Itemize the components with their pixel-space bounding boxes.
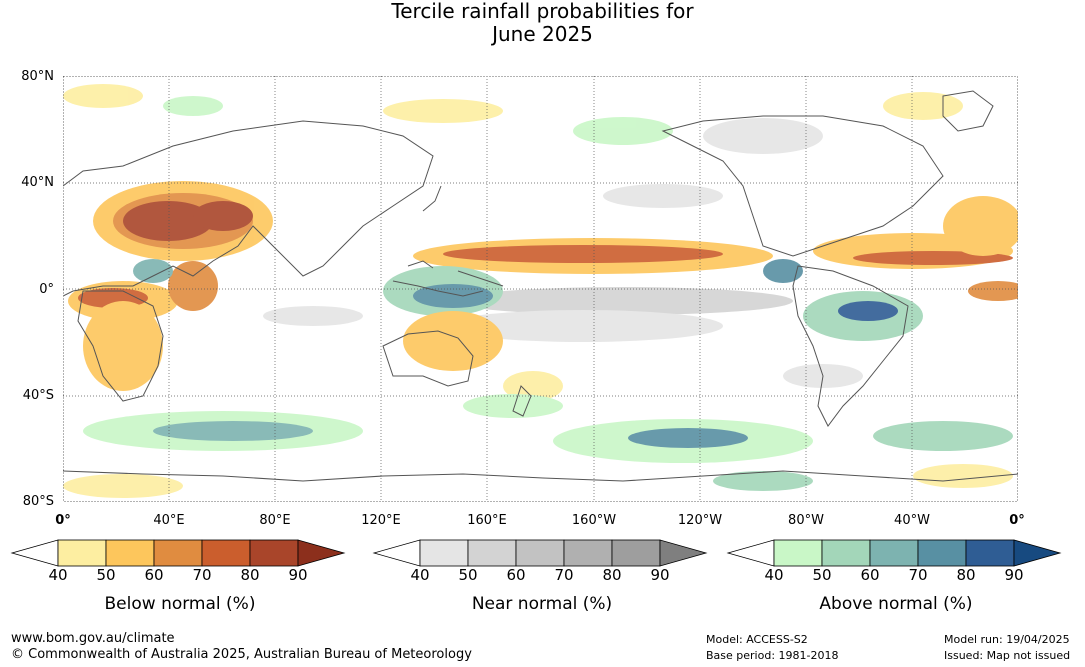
lon-label-40e: 40°E	[153, 513, 185, 528]
lat-label-80s: 80°S	[22, 494, 54, 509]
footer-issued: Issued: Map not issued	[944, 649, 1071, 662]
legend-swatch	[515, 539, 565, 567]
legend-swatch	[201, 539, 251, 567]
legend-swatch	[153, 539, 203, 567]
lon-label-120e: 120°E	[361, 513, 401, 528]
legend-tick-label: 70	[908, 566, 928, 584]
legend-tick-label: 90	[650, 566, 670, 584]
legend-tick-label: 50	[96, 566, 116, 584]
legend-tick-label: 40	[764, 566, 784, 584]
legend-swatch	[773, 539, 823, 567]
legend-swatch	[869, 539, 919, 567]
footer-model: Model: ACCESS-S2	[706, 633, 808, 646]
legend-arrow-low	[372, 539, 421, 567]
footer-model-run: Model run: 19/04/2025	[944, 633, 1070, 646]
legend-swatch	[563, 539, 613, 567]
map-border	[63, 76, 1018, 502]
footer-copyright: © Commonwealth of Australia 2025, Austra…	[11, 647, 472, 662]
lat-label-80n: 80°N	[21, 69, 54, 84]
legend-tick-label: 40	[48, 566, 68, 584]
probability-shading	[63, 84, 1018, 498]
legend-colorbar	[372, 539, 708, 567]
coastlines	[63, 90, 1018, 482]
legend-swatch	[821, 539, 871, 567]
legend-tick-label: 80	[602, 566, 622, 584]
legend-tick-label: 40	[410, 566, 430, 584]
legend-swatch	[467, 539, 517, 567]
map-canvas	[63, 76, 1018, 502]
lon-label-0-right: 0°	[1009, 513, 1025, 528]
legend-swatch	[419, 539, 469, 567]
legend-swatch	[611, 539, 661, 567]
legend-tick-label: 70	[554, 566, 574, 584]
chart-title: Tercile rainfall probabilities for June …	[0, 0, 1085, 46]
legend-arrow-high	[1013, 539, 1062, 567]
legend-tick-label: 60	[506, 566, 526, 584]
legend-tick-label: 80	[240, 566, 260, 584]
lon-label-0-left: 0°	[55, 513, 71, 528]
legend-tick-label: 90	[1004, 566, 1024, 584]
legend-caption: Above normal (%)	[819, 594, 973, 614]
legend-above-normal: 40 50 60 70 80 90 Above normal (%)	[726, 538, 1066, 618]
legend-colorbar	[726, 539, 1062, 567]
lon-label-80w: 80°W	[788, 513, 824, 528]
lon-label-80e: 80°E	[259, 513, 291, 528]
legend-tick-label: 50	[812, 566, 832, 584]
lon-label-160e: 160°E	[467, 513, 507, 528]
legend-below-normal: 40 50 60 70 80 90 Below normal (%)	[10, 538, 350, 618]
legend-tick-label: 80	[956, 566, 976, 584]
legend-arrow-low	[10, 539, 59, 567]
legend-arrow-high	[297, 539, 346, 567]
title-line-1: Tercile rainfall probabilities for	[391, 0, 694, 23]
footer-website: www.bom.gov.au/climate	[11, 631, 175, 646]
legend-colorbar	[10, 539, 346, 567]
lon-label-120w: 120°W	[677, 513, 723, 528]
legend-swatch	[917, 539, 967, 567]
legend-tick-label: 60	[860, 566, 880, 584]
lon-label-40w: 40°W	[894, 513, 930, 528]
lat-label-40s: 40°S	[22, 388, 54, 403]
lat-label-40n: 40°N	[21, 175, 54, 190]
footer-base-period: Base period: 1981-2018	[706, 649, 839, 662]
legend-tick-label: 90	[288, 566, 308, 584]
legend-tick-label: 50	[458, 566, 478, 584]
legend-caption: Near normal (%)	[471, 594, 613, 614]
legend-swatch	[249, 539, 299, 567]
legend-arrow-high	[659, 539, 708, 567]
legend-swatch	[57, 539, 107, 567]
legend-swatch	[105, 539, 155, 567]
legend-arrow-low	[726, 539, 775, 567]
legend-caption: Below normal (%)	[104, 594, 256, 614]
lat-label-equator: 0°	[39, 282, 54, 297]
legend-tick-label: 70	[192, 566, 212, 584]
legend-swatch	[965, 539, 1015, 567]
lon-label-160w: 160°W	[571, 513, 617, 528]
legend-near-normal: 40 50 60 70 80 90 Near normal (%)	[372, 538, 712, 618]
title-line-2: June 2025	[492, 22, 593, 46]
rainfall-probability-map	[63, 76, 1018, 502]
legend-tick-label: 60	[144, 566, 164, 584]
graticule	[63, 76, 1018, 502]
